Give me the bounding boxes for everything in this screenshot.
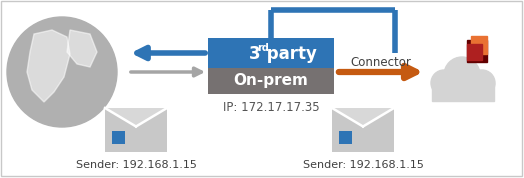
Polygon shape	[27, 30, 70, 102]
Circle shape	[460, 77, 484, 101]
Text: Connector: Connector	[351, 56, 411, 69]
FancyBboxPatch shape	[208, 68, 334, 94]
Circle shape	[441, 79, 463, 101]
FancyBboxPatch shape	[467, 40, 487, 62]
FancyBboxPatch shape	[105, 108, 167, 152]
Polygon shape	[67, 30, 97, 67]
Text: Sender: 192.168.1.15: Sender: 192.168.1.15	[302, 160, 423, 170]
Polygon shape	[332, 108, 394, 127]
Circle shape	[7, 17, 117, 127]
Text: IP: 172.17.17.35: IP: 172.17.17.35	[223, 101, 319, 114]
Polygon shape	[105, 108, 167, 127]
FancyBboxPatch shape	[112, 131, 125, 144]
Text: 3: 3	[249, 45, 260, 63]
Circle shape	[431, 70, 457, 96]
FancyBboxPatch shape	[471, 36, 487, 54]
FancyBboxPatch shape	[432, 83, 494, 101]
Circle shape	[469, 70, 495, 96]
FancyBboxPatch shape	[332, 108, 394, 152]
FancyBboxPatch shape	[208, 38, 334, 68]
FancyBboxPatch shape	[339, 131, 352, 144]
Text: On-prem: On-prem	[234, 74, 309, 88]
Text: Sender: 192.168.1.15: Sender: 192.168.1.15	[75, 160, 196, 170]
Circle shape	[444, 57, 480, 93]
FancyBboxPatch shape	[467, 44, 482, 60]
Text: party: party	[261, 45, 317, 63]
Text: rd: rd	[257, 43, 269, 53]
